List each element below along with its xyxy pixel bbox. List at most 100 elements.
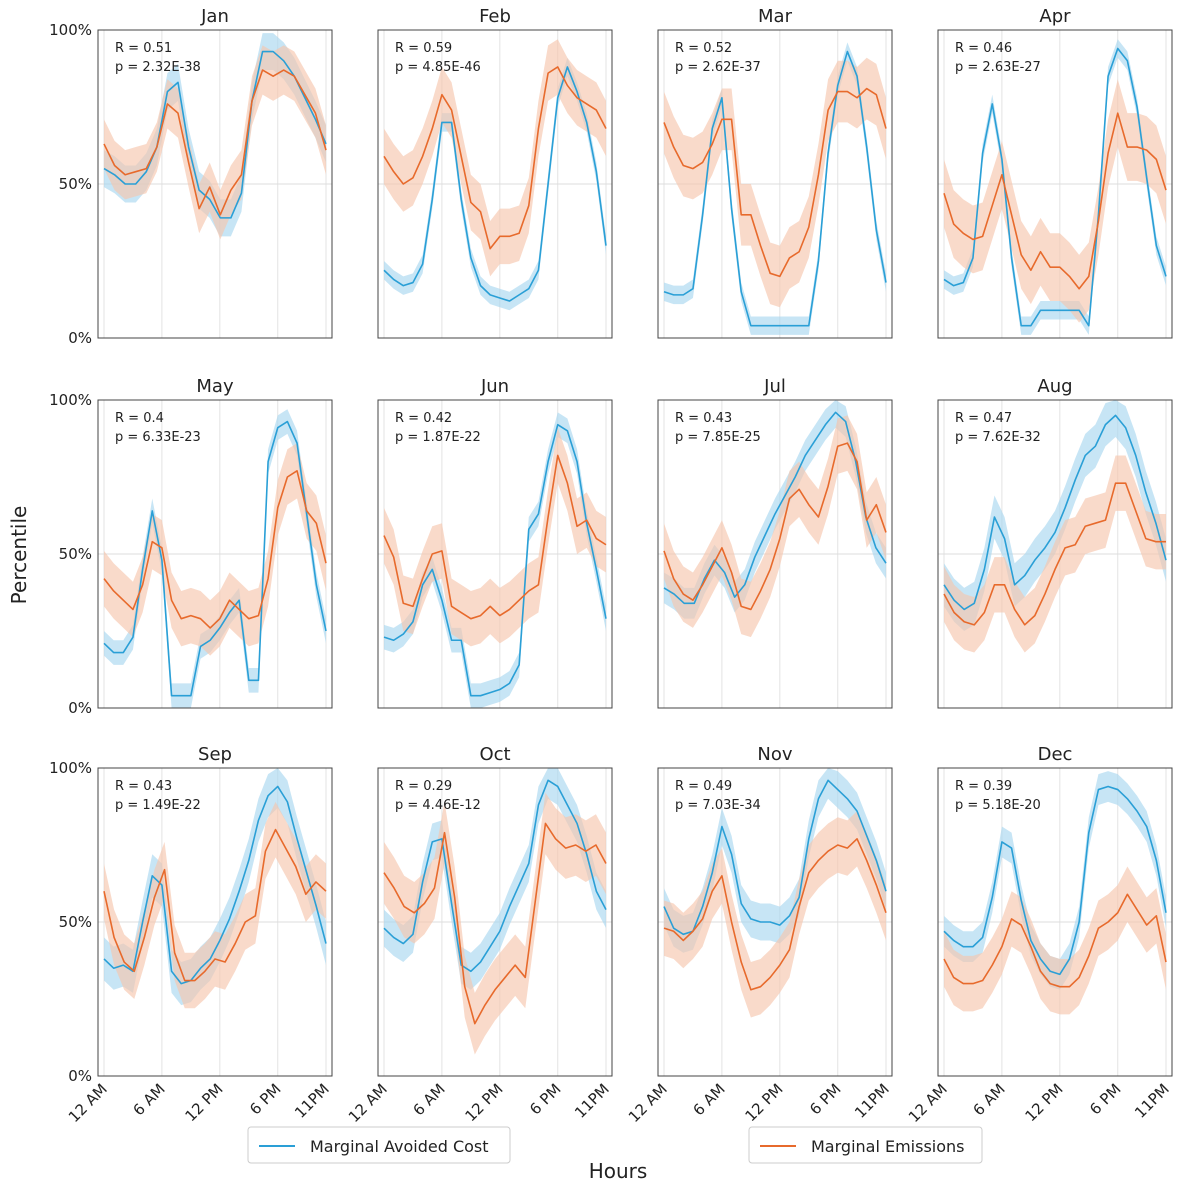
panel-title: Apr (1039, 6, 1071, 27)
axes-frame (97, 399, 333, 709)
r-value-label: R = 0.39 (955, 779, 1012, 794)
line-avoided-cost (663, 779, 887, 936)
x-tick-label: 6 AM (969, 1080, 1008, 1119)
band-emissions (944, 455, 1166, 653)
p-value-label: p = 4.46E-12 (395, 798, 481, 813)
p-value-label: p = 5.18E-20 (955, 798, 1041, 813)
line-emissions (103, 470, 327, 629)
x-tick-label: 11PM (291, 1080, 333, 1122)
panel-aug: Aug R = 0.47 p = 7.62E-32 (937, 376, 1173, 709)
r-value-label: R = 0.47 (955, 411, 1012, 426)
r-value-label: R = 0.59 (395, 41, 452, 56)
legend-box-avoided-cost (247, 1126, 511, 1164)
panel-jun: Jun R = 0.42 p = 1.87E-22 (377, 376, 613, 709)
line-avoided-cost (103, 785, 327, 985)
x-tick-label: 12 AM (65, 1080, 111, 1126)
axes-frame (937, 767, 1173, 1077)
panel-title: Mar (758, 6, 793, 27)
r-value-label: R = 0.51 (115, 41, 172, 56)
x-tick-label: 6 AM (409, 1080, 448, 1119)
axes-frame (937, 29, 1173, 339)
r-value-label: R = 0.43 (675, 411, 732, 426)
legend-label-emissions: Marginal Emissions (811, 1137, 965, 1156)
x-tick-label: 12 PM (182, 1080, 227, 1125)
panel-dec: Dec R = 0.39 p = 5.18E-20 12 AM 6 AM 12 PM 6 P… (905, 744, 1173, 1126)
line-emissions (943, 482, 1166, 626)
line-emissions (103, 69, 327, 216)
r-value-label: R = 0.43 (115, 779, 172, 794)
line-emissions (943, 112, 1167, 290)
panel-apr: Apr R = 0.46 p = 2.63E-27 (937, 6, 1173, 339)
x-tick-label: 12 PM (742, 1080, 787, 1125)
x-tick-label: 6 PM (246, 1080, 284, 1118)
r-value-label: R = 0.46 (955, 41, 1012, 56)
p-value-label: p = 1.87E-22 (395, 430, 481, 445)
y-tick-label: 50% (59, 545, 92, 563)
x-tick-label: 11PM (1131, 1080, 1173, 1122)
line-emissions (383, 822, 607, 1025)
band-emissions (664, 57, 886, 308)
p-value-label: p = 1.49E-22 (115, 798, 201, 813)
r-value-label: R = 0.49 (675, 779, 732, 794)
y-tick-label: 100% (49, 391, 92, 409)
y-axis-label: Percentile (7, 506, 31, 605)
p-value-label: p = 7.03E-34 (675, 798, 761, 813)
panel-nov: Nov R = 0.49 p = 7.03E-34 12 AM 6 AM 12 PM 6 P… (625, 744, 893, 1126)
x-tick-label: 6 PM (1086, 1080, 1124, 1118)
y-tick-label: 50% (59, 913, 92, 931)
panel-jan: Jan R = 0.51 p = 2.32E-38 0% 50% 100% (49, 6, 333, 347)
axes-frame (97, 767, 333, 1077)
p-value-label: p = 2.63E-27 (955, 60, 1041, 75)
panel-sep: Sep R = 0.43 p = 1.49E-22 0% 50% 100% 12 AM 6 A… (49, 744, 333, 1126)
line-emissions (663, 838, 887, 991)
line-avoided-cost (943, 785, 1167, 976)
line-emissions (943, 893, 1167, 988)
axes-frame (657, 399, 893, 709)
y-tick-label: 100% (49, 759, 92, 777)
band-emissions (104, 801, 326, 1009)
line-emissions (383, 66, 607, 250)
panel-mar: Mar R = 0.52 p = 2.62E-37 (657, 6, 893, 339)
line-avoided-cost (943, 47, 1167, 327)
legend-label-avoided-cost: Marginal Avoided Cost (310, 1137, 489, 1156)
x-tick-label: 12 AM (905, 1080, 951, 1126)
band-avoided-cost (944, 400, 1166, 631)
p-value-label: p = 7.62E-32 (955, 430, 1041, 445)
p-value-label: p = 2.62E-37 (675, 60, 761, 75)
panel-oct: Oct R = 0.29 p = 4.46E-12 12 AM 6 AM 12 PM 6 P… (345, 744, 613, 1126)
line-emissions (663, 87, 887, 278)
axes-frame (937, 399, 1173, 709)
y-tick-label: 50% (59, 175, 92, 193)
axes-frame (657, 29, 893, 339)
x-tick-label: 12 AM (345, 1080, 391, 1126)
panel-title: Aug (1037, 376, 1072, 397)
x-tick-label: 6 AM (689, 1080, 728, 1119)
panel-title: Jun (480, 376, 509, 397)
axes-frame (97, 29, 333, 339)
legend-box-emissions (748, 1126, 983, 1164)
x-tick-label: 6 PM (526, 1080, 564, 1118)
p-value-label: p = 2.32E-38 (115, 60, 201, 75)
x-axis-label: Hours (589, 1159, 648, 1182)
line-avoided-cost (383, 423, 607, 697)
band-emissions (104, 45, 326, 240)
r-value-label: R = 0.42 (395, 411, 452, 426)
panel-title: Dec (1038, 744, 1073, 765)
panel-title: Jul (763, 376, 786, 397)
y-tick-label: 0% (68, 699, 92, 717)
panel-title: Sep (198, 744, 232, 765)
legend-item-emissions: Marginal Emissions (748, 1126, 983, 1164)
axes-frame (377, 399, 613, 709)
panel-feb: Feb R = 0.59 p = 4.85E-46 (377, 6, 613, 339)
line-avoided-cost (663, 50, 887, 327)
line-avoided-cost (383, 66, 607, 302)
panel-title: May (196, 376, 234, 397)
line-avoided-cost (103, 50, 327, 219)
x-tick-label: 12 PM (462, 1080, 507, 1125)
r-value-label: R = 0.4 (115, 411, 164, 426)
axes-frame (377, 767, 613, 1077)
band-emissions (944, 866, 1166, 1015)
panel-title: Jan (200, 6, 229, 27)
panel-title: Oct (479, 744, 510, 765)
